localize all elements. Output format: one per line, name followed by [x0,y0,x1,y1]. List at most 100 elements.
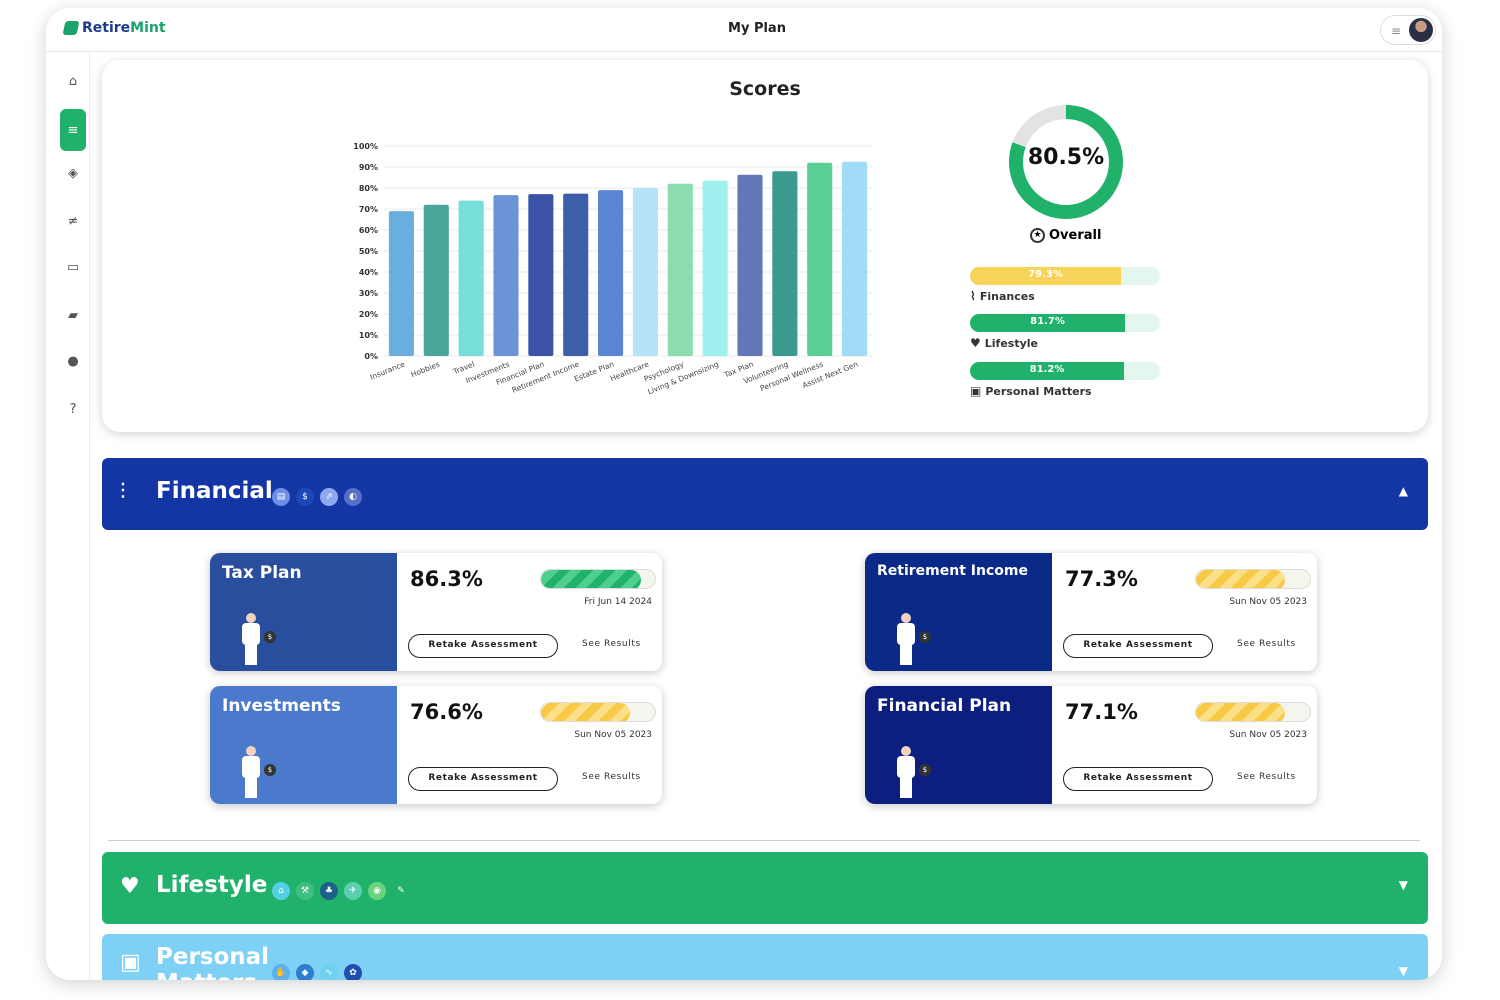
page-title: My Plan [728,21,786,36]
chart-y-tick-label: 90% [359,163,378,172]
chart-bar [458,200,484,356]
chart-y-tick-label: 40% [359,268,378,277]
chart-bar [388,211,414,356]
chart-y-tick-label: 0% [364,352,378,361]
brand-logo[interactable]: RetireMint [62,20,166,36]
category-score-fill [970,362,1124,380]
category-score-bar: 79.3% [970,267,1160,285]
overall-donut-arc [1009,105,1123,219]
brush-chip-icon: ✎ [392,882,410,900]
assessment-name: Retirement Income [877,563,1028,579]
tasks-icon[interactable]: ≠ [67,213,79,229]
assessment-progress-fill [541,570,641,588]
assessment-card-banner: Tax Plan $ [210,553,397,671]
chart-bar [563,193,589,356]
assessment-date: Sun Nov 05 2023 [1229,597,1307,607]
chevron-down-icon[interactable]: ▼ [1398,878,1408,892]
chevron-up-icon[interactable]: ▲ [1398,484,1408,498]
businessman-illustration-icon: $ [887,613,937,667]
see-results-link[interactable]: See Results [1237,772,1296,782]
document-icon[interactable]: ▭ [66,259,80,275]
category-score-bar: 81.7% [970,314,1160,332]
handshake-chip-icon: ✋ [272,964,290,980]
category-label: ⌇ Finances [970,289,1035,303]
assessment-score: 86.3% [410,567,483,591]
app-window: RetireMint My Plan ≡ ⌂ ≡ ◈ ≠ ▭ ▰ ●? Scores 100… [46,8,1442,980]
plane-chip-icon: ✈ [344,882,362,900]
see-results-link[interactable]: See Results [582,639,641,649]
assessment-progress-bar [540,569,656,589]
see-results-link[interactable]: See Results [582,772,641,782]
chart-y-tick-label: 50% [359,247,378,256]
chart-bar [632,188,658,356]
assessment-date: Fri Jun 14 2024 [584,597,652,607]
assessment-card: Financial Plan $77.1% Sun Nov 05 2023 Retak… [865,686,1317,804]
businessman-illustration-icon: $ [887,746,937,800]
assessment-name: Tax Plan [222,563,302,583]
assessment-card-banner: Retirement Income $ [865,553,1052,671]
chart-y-tick-label: 80% [359,184,378,193]
financial-section-title: Financial [156,478,273,504]
category-score-fill [970,314,1125,332]
assessment-card: Investments $76.6% Sun Nov 05 2023 Retake A… [210,686,662,804]
account-icon[interactable]: ● [67,353,79,369]
chart-bar [702,180,728,356]
assessment-card: Retirement Income $77.3% Sun Nov 05 2023 Re… [865,553,1317,671]
plan-checklist-icon[interactable]: ≡ [60,109,86,151]
retake-assessment-button[interactable]: Retake Assessment [408,767,558,791]
retake-assessment-button[interactable]: Retake Assessment [408,634,558,658]
graduation-cap-icon[interactable]: ◈ [68,165,78,181]
assessment-card-banner: Financial Plan $ [865,686,1052,804]
scores-title: Scores [729,78,801,100]
chart-x-tick-label: Insurance [369,359,407,381]
businessman-illustration-icon: $ [232,613,282,667]
assessment-progress-bar [1195,702,1311,722]
assessment-progress-fill [1196,703,1285,721]
section-divider [108,840,1420,841]
category-score-bar: 81.2% [970,362,1160,380]
chart-bar [842,161,868,356]
assessment-progress-bar [1195,569,1311,589]
help-icon[interactable]: ? [69,401,77,417]
retake-assessment-button[interactable]: Retake Assessment [1063,634,1213,658]
heart-rate-chip-icon: ∿ [320,964,338,980]
assessment-score: 77.3% [1065,567,1138,591]
chart-y-tick-label: 20% [359,310,378,319]
overall-score-value: 80.5% [1027,145,1105,170]
chart-y-tick-label: 60% [359,226,378,235]
businessman-illustration-icon: $ [232,746,282,800]
retake-assessment-button[interactable]: Retake Assessment [1063,767,1213,791]
bookmarks-icon[interactable]: ▰ [68,307,78,323]
see-results-link[interactable]: See Results [1237,639,1296,649]
tools-chip-icon: ⚒ [296,882,314,900]
financial-chart-icon: ⫶ [120,480,126,505]
financial-section-header[interactable]: ⫶ Financial ▲ ▤ $ ⇗ ◐ [102,458,1428,530]
category-score-value: 81.7% [1030,316,1065,327]
star-circle-icon: ★ [1030,228,1045,243]
chart-line-icon: ⇗ [320,488,338,506]
chart-bar [667,183,693,356]
location-chip-icon: ◉ [368,882,386,900]
piggy-bank-icon: ◐ [344,488,362,506]
assessment-name: Investments [222,696,341,716]
chart-x-tick-label: Hobbies [410,359,442,379]
chart-x-tick-label: Estate Plan [573,359,616,383]
lifestyle-section-header[interactable]: ♥ Lifestyle ▼ ⌂ ⚒ ♣ ✈ ◉ ✎ [102,852,1428,924]
brand-name: RetireMint [82,20,166,36]
assessment-progress-bar [540,702,656,722]
chevron-down-icon[interactable]: ▼ [1398,964,1408,978]
chart-bar [737,174,763,356]
lifestyle-section-title: Lifestyle [156,872,268,898]
chart-bar [598,190,624,356]
profile-menu-button[interactable]: ≡ [1380,15,1436,45]
family-chip-icon: ✿ [344,964,362,980]
overall-label: ★ Overall [1030,228,1101,243]
top-bar: RetireMint My Plan ≡ [46,8,1442,52]
assessment-card: Tax Plan $86.3% Fri Jun 14 2024 Retake Asse… [210,553,662,671]
chart-bar [807,162,833,356]
category-score-value: 79.3% [1028,269,1063,280]
chart-bar [528,194,554,356]
home-icon[interactable]: ⌂ [68,73,78,89]
hands-chip-icon: ♣ [320,882,338,900]
